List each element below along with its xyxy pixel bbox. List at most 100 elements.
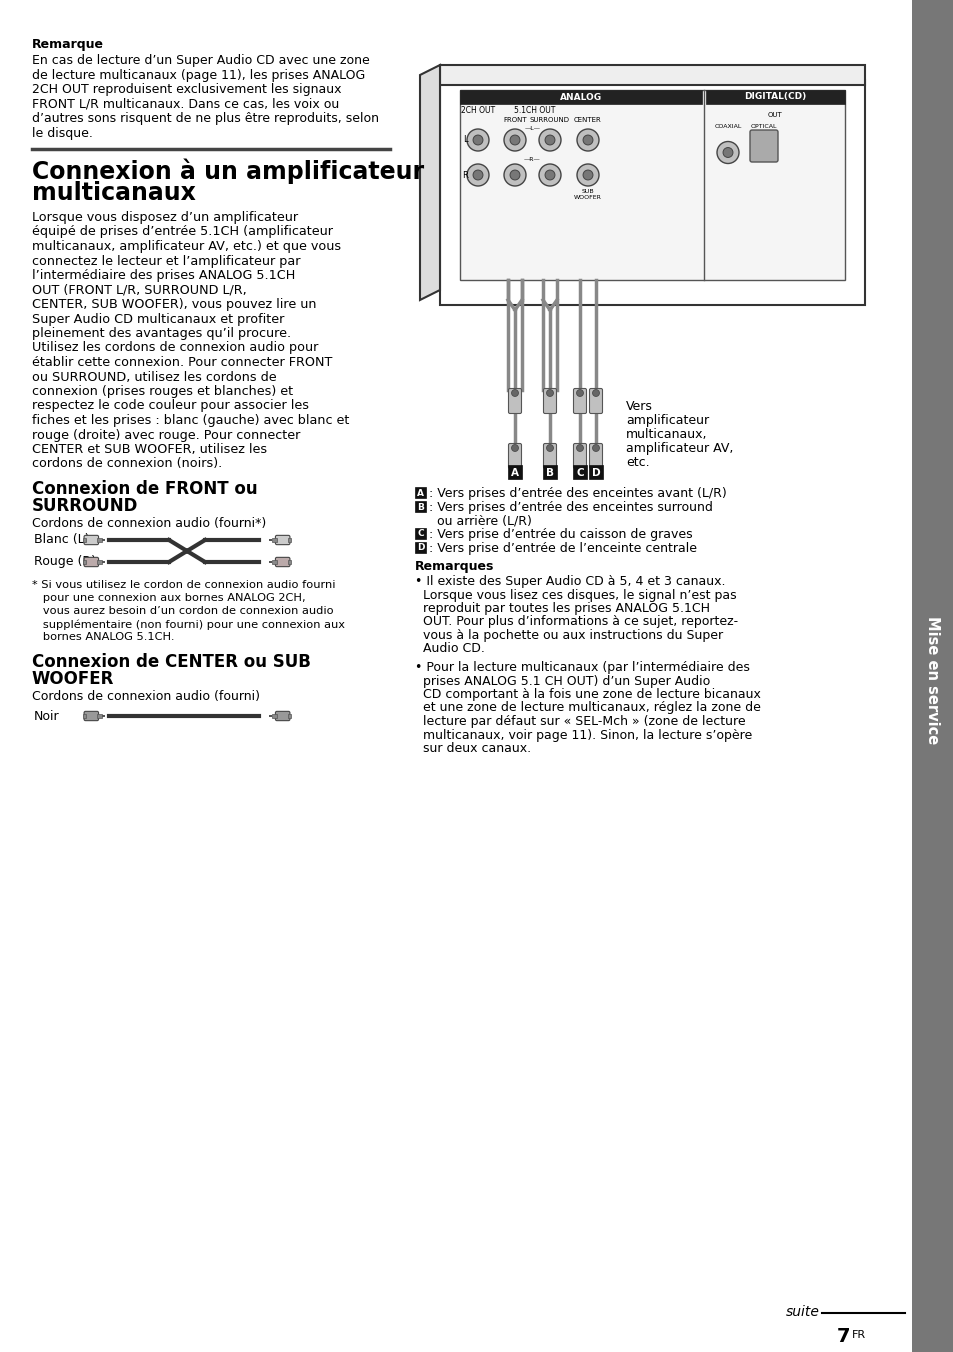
Bar: [439, 65, 864, 85]
Text: CENTER, SUB WOOFER), vous pouvez lire un: CENTER, SUB WOOFER), vous pouvez lire un: [32, 297, 316, 311]
Text: Noir: Noir: [34, 710, 59, 722]
Circle shape: [503, 128, 525, 151]
Bar: [97, 714, 102, 718]
Bar: [102, 539, 105, 541]
Bar: [459, 91, 701, 104]
Circle shape: [577, 164, 598, 187]
Text: OPTICAL: OPTICAL: [750, 124, 777, 128]
Circle shape: [576, 445, 583, 452]
Bar: [459, 91, 844, 280]
Bar: [272, 561, 276, 564]
Bar: [415, 502, 426, 512]
Bar: [507, 465, 521, 479]
Text: multicanaux, amplificateur AV, etc.) et que vous: multicanaux, amplificateur AV, etc.) et …: [32, 241, 341, 253]
Text: : Vers prise d’entrée du caisson de graves: : Vers prise d’entrée du caisson de grav…: [429, 529, 692, 541]
Text: * Si vous utilisez le cordon de connexion audio fourni: * Si vous utilisez le cordon de connexio…: [32, 580, 335, 589]
Text: —R—: —R—: [523, 157, 540, 162]
Text: d’autres sons risquent de ne plus être reproduits, selon: d’autres sons risquent de ne plus être r…: [32, 112, 378, 124]
Circle shape: [510, 170, 519, 180]
Text: Audio CD.: Audio CD.: [415, 642, 484, 656]
FancyBboxPatch shape: [749, 130, 778, 162]
Circle shape: [473, 170, 482, 180]
Bar: [542, 465, 557, 479]
Text: le disque.: le disque.: [32, 127, 92, 139]
Text: A: A: [416, 488, 423, 498]
Polygon shape: [419, 65, 439, 300]
FancyBboxPatch shape: [543, 388, 556, 414]
Circle shape: [592, 389, 598, 396]
Bar: [288, 538, 291, 542]
FancyBboxPatch shape: [275, 535, 290, 545]
Text: D: D: [416, 544, 424, 553]
Bar: [269, 539, 272, 541]
Text: WOOFER: WOOFER: [32, 671, 114, 688]
Text: COAXIAL: COAXIAL: [714, 124, 740, 128]
Circle shape: [538, 164, 560, 187]
Bar: [415, 542, 426, 553]
Text: 5.1CH OUT: 5.1CH OUT: [514, 105, 555, 115]
Text: OUT (FRONT L/R, SURROUND L/R,: OUT (FRONT L/R, SURROUND L/R,: [32, 284, 247, 296]
Text: connectez le lecteur et l’amplificateur par: connectez le lecteur et l’amplificateur …: [32, 254, 300, 268]
Text: prises ANALOG 5.1 CH OUT) d’un Super Audio: prises ANALOG 5.1 CH OUT) d’un Super Aud…: [415, 675, 709, 688]
Bar: [705, 91, 844, 104]
FancyBboxPatch shape: [84, 557, 98, 566]
Text: amplificateur: amplificateur: [625, 414, 708, 427]
Text: SURROUND: SURROUND: [530, 118, 569, 123]
Text: etc.: etc.: [625, 456, 649, 469]
Text: 2CH OUT: 2CH OUT: [460, 105, 495, 115]
FancyBboxPatch shape: [508, 443, 521, 469]
Bar: [272, 714, 276, 718]
Text: fiches et les prises : blanc (gauche) avec blanc et: fiches et les prises : blanc (gauche) av…: [32, 414, 349, 427]
Circle shape: [473, 135, 482, 145]
Text: Lorsque vous disposez d’un amplificateur: Lorsque vous disposez d’un amplificateur: [32, 211, 297, 224]
Text: SUB
WOOFER: SUB WOOFER: [574, 189, 601, 200]
Bar: [83, 714, 86, 718]
Text: D: D: [591, 468, 599, 479]
Text: Lorsque vous lisez ces disques, le signal n’est pas: Lorsque vous lisez ces disques, le signa…: [415, 588, 736, 602]
Text: pleinement des avantages qu’il procure.: pleinement des avantages qu’il procure.: [32, 327, 291, 339]
FancyBboxPatch shape: [543, 443, 556, 469]
Text: Rouge (R): Rouge (R): [34, 556, 96, 568]
Text: FR: FR: [851, 1330, 865, 1340]
Text: vous aurez besoin d’un cordon de connexion audio: vous aurez besoin d’un cordon de connexi…: [32, 606, 334, 617]
Bar: [573, 465, 586, 479]
Text: l’intermédiaire des prises ANALOG 5.1CH: l’intermédiaire des prises ANALOG 5.1CH: [32, 269, 295, 283]
Text: rouge (droite) avec rouge. Pour connecter: rouge (droite) avec rouge. Pour connecte…: [32, 429, 300, 442]
Text: ou arrière (L/R): ou arrière (L/R): [429, 514, 532, 527]
Bar: [83, 561, 86, 564]
FancyBboxPatch shape: [84, 535, 98, 545]
Circle shape: [511, 389, 518, 396]
Text: pour une connexion aux bornes ANALOG 2CH,: pour une connexion aux bornes ANALOG 2CH…: [32, 594, 305, 603]
Text: Connexion de FRONT ou: Connexion de FRONT ou: [32, 480, 257, 498]
Bar: [102, 561, 105, 562]
Text: OUT. Pour plus d’informations à ce sujet, reportez-: OUT. Pour plus d’informations à ce sujet…: [415, 615, 738, 629]
Circle shape: [510, 135, 519, 145]
Text: Remarques: Remarques: [415, 560, 494, 573]
Text: Blanc (L): Blanc (L): [34, 534, 90, 546]
Circle shape: [582, 170, 593, 180]
Circle shape: [467, 164, 489, 187]
Text: DIGITAL(CD): DIGITAL(CD): [743, 92, 806, 101]
Text: CENTER: CENTER: [574, 118, 601, 123]
Text: respectez le code couleur pour associer les: respectez le code couleur pour associer …: [32, 399, 309, 412]
Circle shape: [592, 445, 598, 452]
Text: ou SURROUND, utilisez les cordons de: ou SURROUND, utilisez les cordons de: [32, 370, 276, 384]
FancyBboxPatch shape: [573, 443, 586, 469]
Text: Remarque: Remarque: [32, 38, 104, 51]
Circle shape: [717, 142, 739, 164]
Text: suite: suite: [785, 1305, 820, 1320]
Text: connexion (prises rouges et blanches) et: connexion (prises rouges et blanches) et: [32, 385, 293, 397]
Text: Vers: Vers: [625, 400, 652, 412]
Bar: [911, 0, 953, 1352]
Text: multicanaux,: multicanaux,: [625, 429, 707, 441]
Text: C: C: [416, 530, 423, 538]
Text: B: B: [545, 468, 554, 479]
Text: de lecture multicanaux (page 11), les prises ANALOG: de lecture multicanaux (page 11), les pr…: [32, 69, 365, 81]
Text: supplémentaire (non fourni) pour une connexion aux: supplémentaire (non fourni) pour une con…: [32, 619, 345, 630]
Circle shape: [538, 128, 560, 151]
Text: Connexion de CENTER ou SUB: Connexion de CENTER ou SUB: [32, 653, 311, 671]
Bar: [97, 561, 102, 564]
Bar: [415, 487, 426, 498]
Text: Utilisez les cordons de connexion audio pour: Utilisez les cordons de connexion audio …: [32, 342, 318, 354]
Text: FRONT L/R multicanaux. Dans ce cas, les voix ou: FRONT L/R multicanaux. Dans ce cas, les …: [32, 97, 339, 111]
